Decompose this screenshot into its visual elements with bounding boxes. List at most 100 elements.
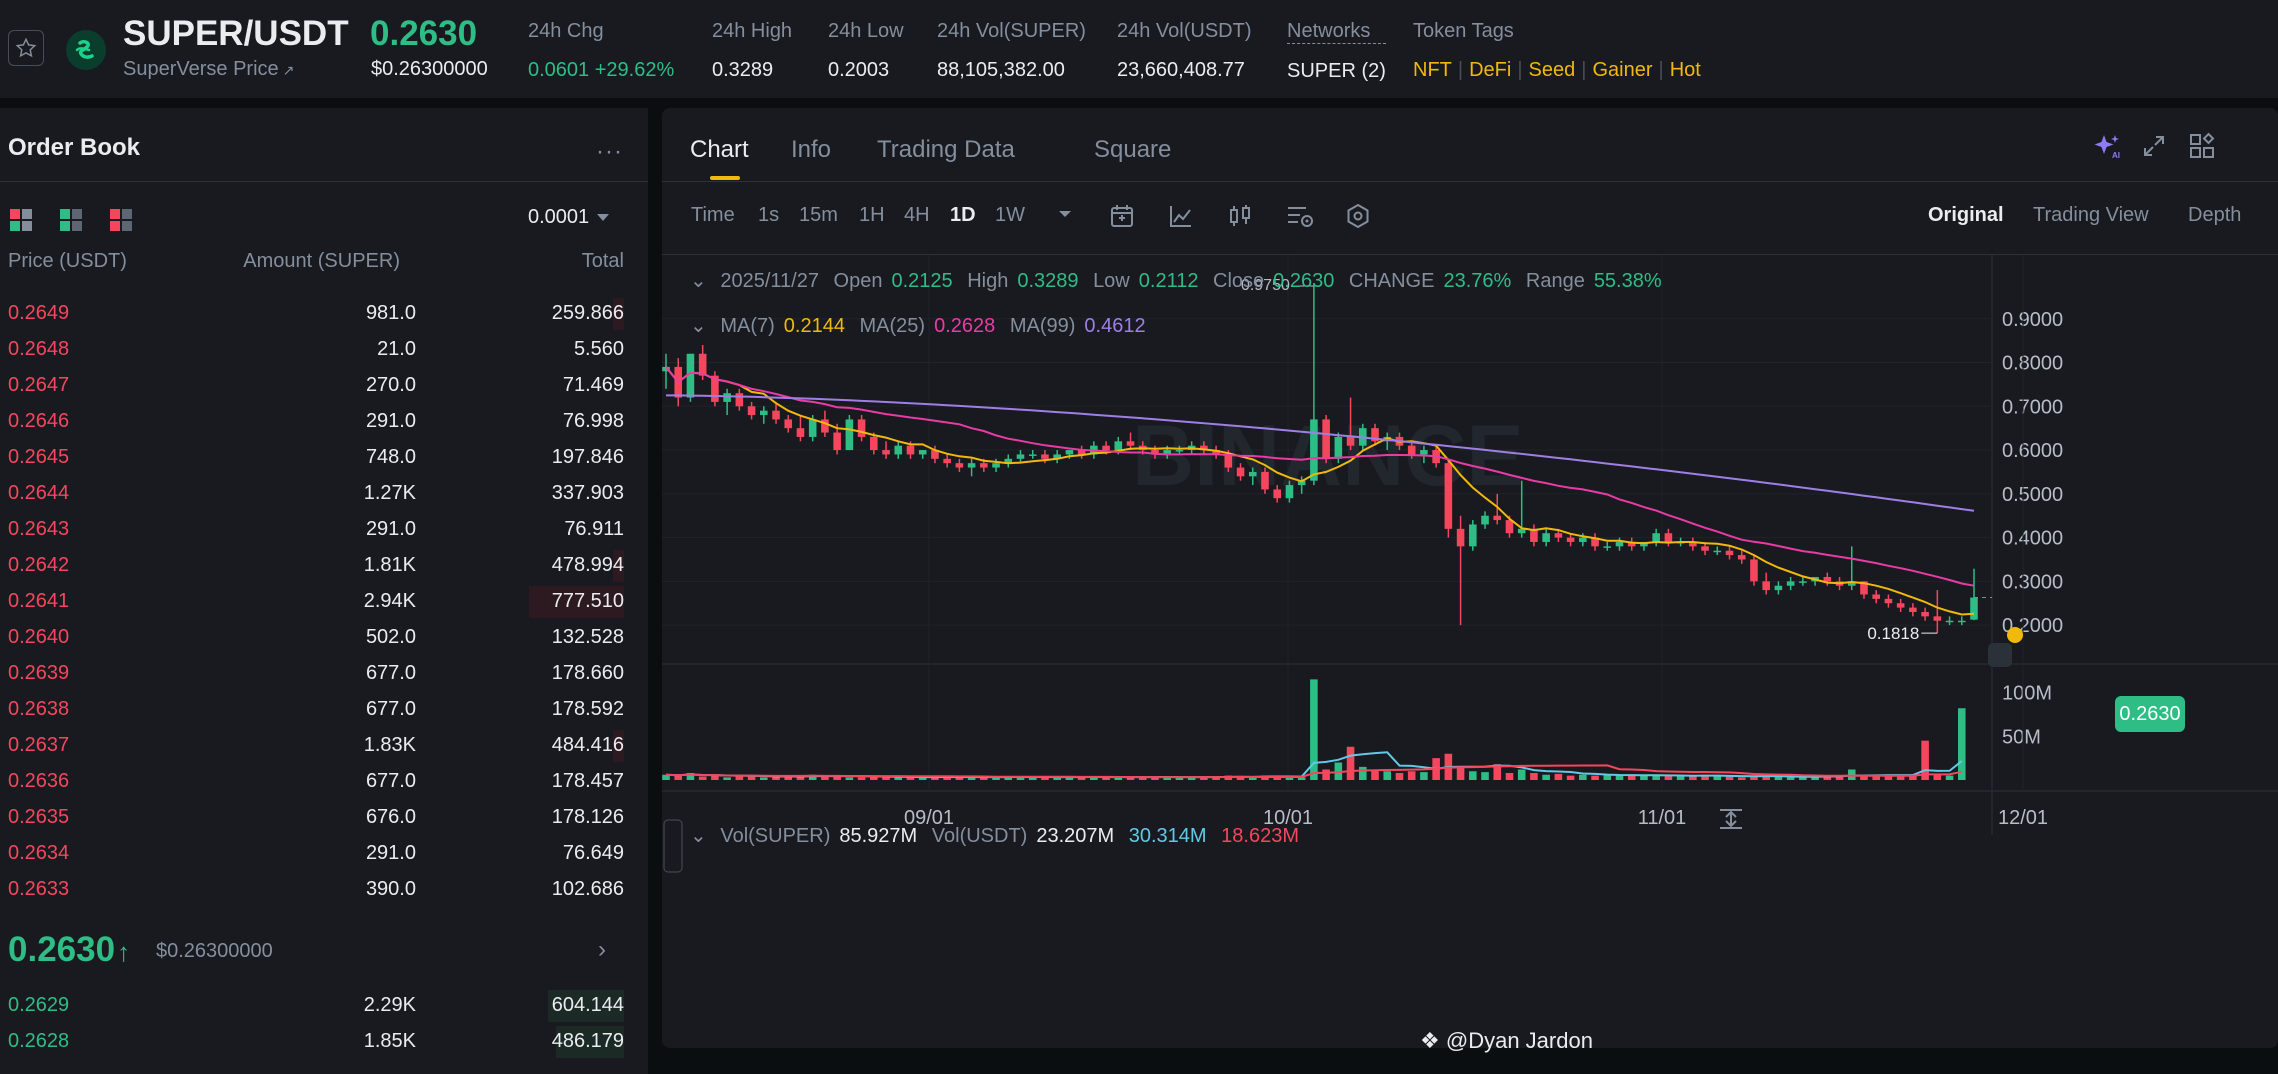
- tag-gainer[interactable]: Gainer: [1592, 59, 1653, 81]
- interval-4h[interactable]: 4H: [904, 204, 930, 226]
- bid-row[interactable]: 0.2629 2.29K 604.144: [0, 988, 648, 1024]
- external-link-icon: ↗: [282, 62, 295, 78]
- ask-price: 0.2642: [8, 554, 70, 576]
- view-bids-icon[interactable]: [60, 209, 82, 231]
- volume-bar: [1248, 777, 1257, 780]
- ask-row[interactable]: 0.2645 748.0 197.846: [0, 440, 648, 476]
- mid-price-row[interactable]: 0.2630↑ $0.26300000 ›: [0, 918, 648, 978]
- tag-seed[interactable]: Seed: [1528, 59, 1576, 81]
- view-original[interactable]: Original: [1928, 204, 2004, 226]
- ohlc-close: 0.2630: [1273, 270, 1335, 292]
- ask-row[interactable]: 0.2633 390.0 102.686: [0, 872, 648, 908]
- ask-row[interactable]: 0.2641 2.94K 777.510: [0, 584, 648, 620]
- interval-1d[interactable]: 1D: [950, 204, 976, 226]
- volume-bar: [1151, 777, 1159, 780]
- ask-row[interactable]: 0.2647 270.0 71.469: [0, 368, 648, 404]
- collapse-chevron-icon[interactable]: ⌄: [690, 825, 707, 847]
- column-total: Total: [581, 250, 624, 272]
- interval-15m[interactable]: 15m: [799, 204, 838, 226]
- view-trading-view[interactable]: Trading View: [2033, 204, 2149, 226]
- ohlc-open-label: Open: [833, 270, 883, 292]
- interval-1w[interactable]: 1W: [995, 204, 1025, 226]
- ask-total: 259.866: [551, 302, 624, 324]
- ask-total: 132.528: [551, 626, 624, 648]
- candle-body: [943, 458, 951, 464]
- tab-square[interactable]: Square: [1094, 136, 1172, 163]
- ask-row[interactable]: 0.2642 1.81K 478.994: [0, 548, 648, 584]
- precision-value: 0.0001: [528, 206, 590, 228]
- candle-body: [1407, 445, 1416, 455]
- ma-legend: ⌄ MA(7) 0.2144 MA(25) 0.2628 MA(99) 0.4612: [690, 313, 1155, 338]
- view-asks-icon[interactable]: [110, 209, 132, 231]
- ask-price: 0.2643: [8, 518, 70, 540]
- bid-row[interactable]: 0.2628 1.85K 486.179: [0, 1024, 648, 1060]
- ask-row[interactable]: 0.2635 676.0 178.126: [0, 800, 648, 836]
- ask-row[interactable]: 0.2638 677.0 178.592: [0, 692, 648, 728]
- ask-row[interactable]: 0.2644 1.27K 337.903: [0, 476, 648, 512]
- ask-row[interactable]: 0.2636 677.0 178.457: [0, 764, 648, 800]
- ask-row[interactable]: 0.2648 21.0 5.560: [0, 332, 648, 368]
- indicator-line-icon[interactable]: [1167, 202, 1195, 230]
- interval-1s[interactable]: 1s: [758, 204, 780, 226]
- collapse-chevron-icon[interactable]: ⌄: [690, 315, 707, 337]
- current-price-tag: 0.2630: [2115, 696, 2185, 732]
- tag-hot[interactable]: Hot: [1669, 59, 1701, 81]
- favorite-star-icon[interactable]: [8, 30, 44, 66]
- ask-total: 197.846: [551, 446, 624, 468]
- ask-row[interactable]: 0.2643 291.0 76.911: [0, 512, 648, 548]
- more-options-icon[interactable]: ···: [596, 138, 623, 165]
- chevron-right-icon[interactable]: ›: [598, 936, 606, 963]
- pair-title[interactable]: SUPER/USDT: [123, 14, 349, 53]
- volume-bar: [857, 777, 866, 780]
- expand-icon[interactable]: [2138, 130, 2170, 162]
- stat-label: 24h High: [712, 20, 793, 42]
- ask-row[interactable]: 0.2634 291.0 76.649: [0, 836, 648, 872]
- tab-chart[interactable]: Chart: [690, 136, 749, 163]
- tag-defi[interactable]: DeFi: [1469, 59, 1512, 81]
- stat-value[interactable]: SUPER (2): [1287, 60, 1386, 82]
- stat-networks[interactable]: Networks SUPER (2): [1287, 20, 1386, 83]
- precision-select[interactable]: 0.0001: [528, 206, 610, 229]
- active-tab-indicator: [710, 176, 740, 180]
- view-depth[interactable]: Depth: [2188, 204, 2242, 226]
- volume-bar: [833, 775, 841, 780]
- interval-time[interactable]: Time: [691, 204, 735, 226]
- candle-body: [1310, 419, 1318, 481]
- volume-bar: [1138, 777, 1147, 780]
- candle-body: [857, 419, 866, 437]
- candle-type-icon[interactable]: [1226, 202, 1254, 230]
- ask-row[interactable]: 0.2640 502.0 132.528: [0, 620, 648, 656]
- ask-row[interactable]: 0.2639 677.0 178.660: [0, 656, 648, 692]
- ohlc-high-label: High: [967, 270, 1009, 292]
- collapse-chevron-icon[interactable]: ⌄: [690, 270, 707, 292]
- hexagon-settings-icon[interactable]: [1344, 202, 1372, 230]
- candle-body: [1444, 463, 1453, 529]
- volume-bar: [1725, 776, 1734, 780]
- candlestick-chart[interactable]: 0.9000 0.8000 0.7000 0.6000 0.5000 0.4000 0.30…: [662, 255, 2278, 1048]
- bid-amount: 1.85K: [363, 1030, 416, 1052]
- chart-settings-icon[interactable]: [1285, 202, 1313, 230]
- volume-bar: [1310, 679, 1318, 780]
- ask-row[interactable]: 0.2649 981.0 259.866: [0, 296, 648, 332]
- x-tick-label: 12/01: [1998, 807, 2048, 829]
- tab-trading-data[interactable]: Trading Data: [877, 136, 1015, 163]
- volume-bar: [1493, 764, 1502, 780]
- ask-row[interactable]: 0.2646 291.0 76.998: [0, 404, 648, 440]
- ask-price: 0.2647: [8, 374, 70, 396]
- interval-more-chevron-icon[interactable]: [1057, 204, 1073, 230]
- ma99-line: [666, 394, 1975, 512]
- view-both-icon[interactable]: [10, 209, 32, 231]
- ai-sparkle-icon[interactable]: AI: [2092, 130, 2124, 162]
- tag-nft[interactable]: NFT: [1413, 59, 1452, 81]
- tab-info[interactable]: Info: [791, 136, 832, 163]
- bid-price: 0.2629: [8, 994, 70, 1016]
- coin-price-link[interactable]: SuperVerse Price ↗: [123, 58, 294, 81]
- chart-panel: Chart Info Trading Data Square AI Time 1…: [662, 108, 2278, 1048]
- stat-value: 0.0601 +29.62%: [528, 59, 675, 81]
- volume-bar: [723, 777, 731, 780]
- interval-1h[interactable]: 1H: [859, 204, 885, 226]
- calendar-icon[interactable]: [1108, 202, 1136, 230]
- layout-grid-icon[interactable]: [2186, 130, 2218, 162]
- ask-row[interactable]: 0.2637 1.83K 484.416: [0, 728, 648, 764]
- ask-price: 0.2644: [8, 482, 70, 504]
